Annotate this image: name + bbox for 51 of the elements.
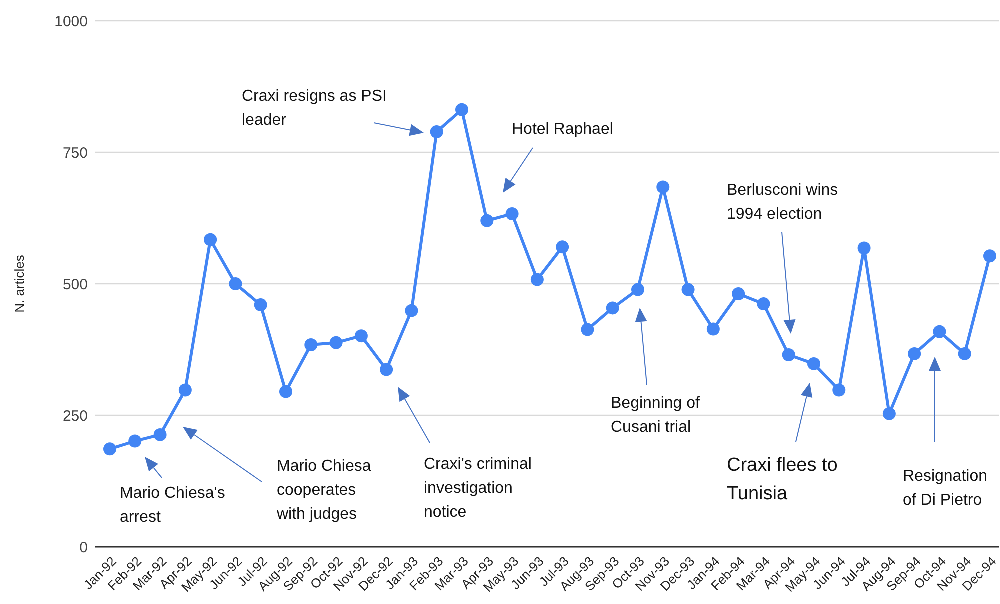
y-tick-label: 500 — [62, 276, 88, 294]
point — [304, 338, 318, 352]
point — [732, 287, 746, 300]
point — [984, 250, 996, 263]
y-tick-label: 1000 — [54, 13, 88, 30]
point — [530, 273, 544, 286]
point — [757, 297, 770, 310]
point — [606, 302, 620, 315]
point — [656, 180, 670, 194]
point — [330, 336, 343, 350]
point — [280, 385, 292, 398]
point — [858, 242, 871, 255]
point — [354, 330, 368, 343]
y-axis-title: N. articles — [12, 254, 27, 313]
point — [480, 214, 494, 228]
annotation: Berlusconi wins 1994 election — [727, 182, 838, 223]
point — [908, 347, 922, 360]
point — [128, 434, 142, 448]
annotation: Craxi flees to Tunisia — [727, 455, 838, 504]
point — [808, 357, 820, 370]
point — [229, 278, 242, 290]
point — [154, 428, 167, 442]
annotation: Craxi resigns as PSI leader — [242, 88, 387, 129]
point — [254, 298, 268, 312]
point — [456, 103, 468, 116]
point — [832, 384, 846, 397]
annotation: Beginning of Cusani trial — [611, 395, 701, 436]
point — [706, 322, 720, 336]
point — [405, 304, 418, 318]
point — [632, 283, 644, 296]
point — [380, 363, 394, 376]
annotation: Craxi's criminal investigation notice — [424, 456, 532, 521]
point — [506, 208, 519, 221]
y-tick-label: 250 — [62, 408, 88, 425]
annotation: Resignation of Di Pietro — [903, 468, 988, 509]
point — [782, 348, 796, 362]
annotation: Mario Chiesa cooperates with judges — [276, 458, 372, 523]
point — [958, 347, 972, 360]
point — [178, 384, 192, 397]
point — [430, 125, 444, 138]
point — [581, 323, 594, 336]
point — [933, 325, 946, 338]
annotation: Hotel Raphael — [512, 121, 614, 138]
point — [682, 283, 695, 296]
annotation: Mario Chiesa's arrest — [120, 485, 226, 526]
point — [882, 407, 896, 420]
point — [556, 240, 570, 254]
y-tick-label: 750 — [62, 144, 88, 162]
point — [104, 442, 116, 456]
y-tick-label: 0 — [80, 539, 88, 556]
point — [204, 233, 218, 246]
